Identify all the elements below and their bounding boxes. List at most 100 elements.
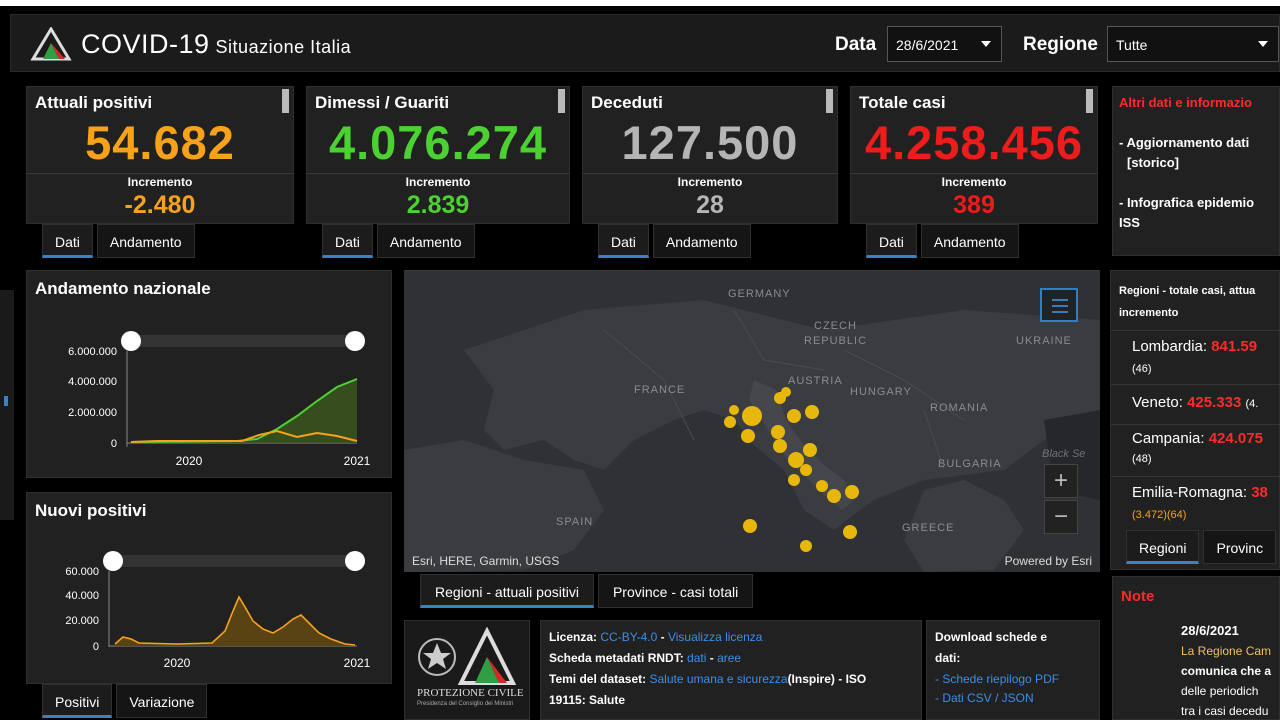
info-title: Altri dati e informazio: [1119, 95, 1252, 110]
regions-tabs: Regioni Provinc: [1126, 530, 1280, 564]
new-positives-tabs: Positivi Variazione: [42, 684, 211, 718]
scrollbar[interactable]: [558, 89, 565, 113]
region-value: 841.59: [1211, 338, 1258, 355]
region-value: 38: [1251, 484, 1268, 501]
legend-list-icon[interactable]: [1040, 288, 1078, 322]
license-card: Licenza: CC-BY-4.0 - Visualizza licenza …: [540, 620, 922, 720]
download-pdf-link[interactable]: - Schede riepilogo PDF: [935, 672, 1060, 686]
scrollbar[interactable]: [1086, 89, 1093, 113]
kpi-value: 4.258.456: [864, 116, 1084, 169]
region-value: 424.075: [1208, 430, 1263, 447]
region-name: Campania:: [1132, 430, 1205, 447]
map-powered-by[interactable]: Powered by Esri: [1004, 554, 1092, 568]
tab-dati[interactable]: Dati: [322, 224, 373, 258]
region-name: Emilia-Romagna:: [1132, 484, 1248, 501]
map-attribution: Esri, HERE, Garmin, USGS: [412, 554, 560, 568]
download-card: Download schede e dati: - Schede riepilo…: [926, 620, 1100, 720]
header-bar: COVID-19 Situazione Italia Data 28/6/2021…: [10, 14, 1280, 72]
kpi-title: Attuali positivi: [35, 93, 153, 112]
kpi-tabs-1: Dati Andamento: [42, 224, 199, 258]
region-select[interactable]: Tutte: [1107, 26, 1279, 62]
tab-dati[interactable]: Dati: [42, 224, 93, 258]
app-subtitle: Situazione Italia: [215, 37, 352, 57]
kpi-increment-value: -2.480: [124, 191, 196, 219]
kpi-totale-casi: Totale casi 4.258.456 Incremento 389: [850, 86, 1098, 224]
map-label-germany: GERMANY: [728, 288, 791, 300]
tab-regioni[interactable]: Regioni: [1126, 530, 1200, 564]
divider: [27, 173, 293, 174]
tab-andamento[interactable]: Andamento: [376, 224, 475, 258]
metadata-dati-link[interactable]: dati: [687, 651, 707, 665]
map-tabs: Regioni - attuali positivi Province - ca…: [420, 574, 757, 608]
italian-emblem-icon: [418, 627, 517, 685]
tab-andamento[interactable]: Andamento: [652, 224, 751, 258]
themes-link[interactable]: Salute umana e sicurezza: [649, 672, 788, 686]
themes-iso: 19115: Salute: [549, 693, 626, 707]
region-increment: (46): [1132, 363, 1152, 375]
zoom-out-icon[interactable]: −: [1044, 500, 1078, 534]
info-link-aggiornamento[interactable]: - Aggiornamento dati: [1119, 135, 1250, 150]
info-link-storico[interactable]: [storico]: [1127, 155, 1179, 170]
map-label-black-sea: Black Se: [1042, 448, 1086, 460]
list-item[interactable]: Emilia-Romagna: 38 (3.472)(64): [1110, 476, 1280, 528]
tab-regioni-attuali-positivi[interactable]: Regioni - attuali positivi: [420, 574, 594, 608]
app-title-main: COVID-19: [81, 29, 210, 59]
tab-andamento[interactable]: Andamento: [920, 224, 1019, 258]
new-positives-line: [114, 595, 356, 646]
y-tick: 6.000.000: [68, 346, 117, 358]
tab-province[interactable]: Provinc: [1203, 530, 1277, 564]
tab-andamento[interactable]: Andamento: [96, 224, 195, 258]
kpi-tabs-2: Dati Andamento: [322, 224, 479, 258]
new-positives-area: [115, 597, 355, 646]
kpi-deceduti: Deceduti 127.500 Incremento 28: [582, 86, 838, 224]
map-view[interactable]: GERMANY CZECH REPUBLIC UKRAINE FRANCE AU…: [404, 270, 1100, 572]
chevron-down-icon: [1258, 41, 1268, 47]
date-select-value: 28/6/2021: [896, 37, 959, 53]
range-slider-handle-left[interactable]: [121, 331, 141, 351]
view-license-link[interactable]: Visualizza licenza: [667, 630, 763, 644]
range-slider-handle-right[interactable]: [345, 551, 365, 571]
list-item[interactable]: Campania: 424.075 (48): [1110, 424, 1280, 476]
app-title: COVID-19 Situazione Italia: [81, 29, 351, 60]
download-csv-link[interactable]: - Dati CSV / JSON: [935, 691, 1034, 705]
map-label-greece: GREECE: [902, 522, 955, 534]
chart-title: Nuovi positivi: [35, 501, 147, 520]
kpi-increment-value: 2.839: [406, 191, 470, 219]
metadata-aree-link[interactable]: aree: [717, 651, 742, 665]
license-link[interactable]: CC-BY-4.0: [600, 630, 658, 644]
kpi-title: Dimessi / Guariti: [315, 93, 450, 112]
tab-positivi[interactable]: Positivi: [42, 684, 113, 718]
divider: [851, 173, 1097, 174]
side-panel-handle[interactable]: [0, 290, 14, 520]
note-text-line: delle periodich: [1181, 684, 1259, 698]
range-slider-track[interactable]: [131, 335, 355, 347]
list-item[interactable]: Veneto: 425.333 (4.: [1110, 384, 1280, 424]
license-label: Licenza:: [549, 630, 598, 644]
info-link-iss[interactable]: ISS: [1119, 215, 1140, 230]
new-positives-chart: 60.000 40.000 20.000 0 2020 2021: [65, 551, 371, 670]
zoom-in-icon[interactable]: +: [1044, 464, 1078, 498]
x-tick: 2021: [344, 454, 371, 468]
tab-variazione[interactable]: Variazione: [116, 684, 208, 718]
range-slider-track[interactable]: [113, 555, 355, 567]
note-text-line: comunica che a: [1181, 664, 1272, 678]
y-tick: 4.000.000: [68, 376, 117, 388]
info-link-infografica[interactable]: - Infografica epidemio: [1119, 195, 1255, 210]
list-item[interactable]: Lombardia: 841.59 (46): [1110, 330, 1280, 382]
date-select[interactable]: 28/6/2021: [887, 26, 1002, 62]
scrollbar[interactable]: [282, 89, 289, 113]
y-tick: 20.000: [65, 615, 99, 627]
y-tick: 60.000: [65, 566, 99, 578]
trend-chart-card: Andamento nazionale 6.000.000 4.000.000 …: [26, 270, 392, 478]
x-tick: 2020: [176, 454, 203, 468]
range-slider-handle-right[interactable]: [345, 331, 365, 351]
scrollbar[interactable]: [826, 89, 833, 113]
tab-dati[interactable]: Dati: [866, 224, 917, 258]
themes-label: Temi del dataset:: [549, 672, 647, 686]
download-title: Download schede e: [935, 630, 1048, 644]
tab-dati[interactable]: Dati: [598, 224, 649, 258]
range-slider-handle-left[interactable]: [103, 551, 123, 571]
tab-province-casi-totali[interactable]: Province - casi totali: [597, 574, 754, 608]
kpi-tabs-4: Dati Andamento: [866, 224, 1023, 258]
divider: [307, 173, 569, 174]
